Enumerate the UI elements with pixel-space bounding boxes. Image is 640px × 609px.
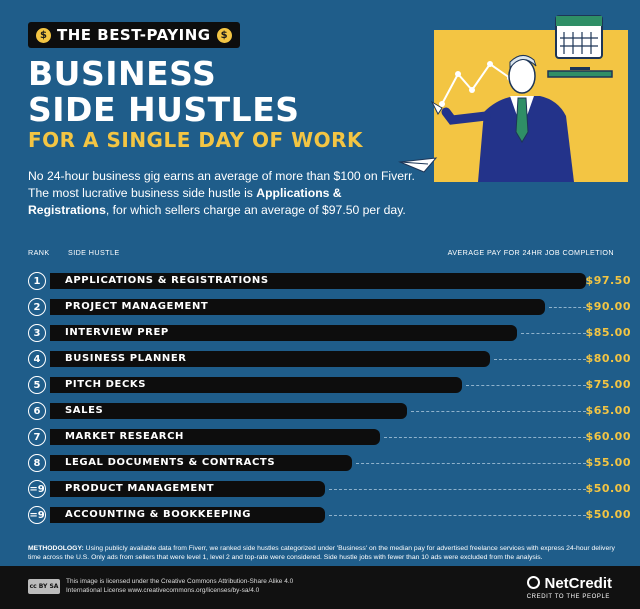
title-line-3: FOR A SINGLE DAY OF WORK (28, 128, 364, 152)
leader-line (494, 359, 586, 360)
bar (50, 429, 380, 445)
bar (50, 299, 545, 315)
bar (50, 455, 352, 471)
title-line-1: BUSINESS (28, 54, 217, 93)
rank-badge: 5 (28, 376, 46, 394)
rank-badge: 1 (28, 272, 46, 290)
intro-highlight: Applications & Registrations (28, 186, 342, 217)
category-label: PROJECT MANAGEMENT (65, 301, 209, 312)
presenter-illustration (398, 15, 628, 182)
value-label: $85.00 (585, 326, 631, 339)
rank-badge: =9 (28, 506, 46, 524)
bar-row: 7 MARKET RESEARCH $60.00 (28, 428, 631, 448)
column-header-hustle: SIDE HUSTLE (68, 248, 120, 257)
bar (50, 273, 586, 289)
leader-line (384, 437, 586, 438)
brand-name: NetCredit (544, 575, 612, 592)
bar (50, 481, 325, 497)
bar-row: 1 APPLICATIONS & REGISTRATIONS $97.50 (28, 272, 631, 292)
category-label: SALES (65, 405, 104, 416)
bar-row: 5 PITCH DECKS $75.00 (28, 376, 631, 396)
bar-row: =9 PRODUCT MANAGEMENT $50.00 (28, 480, 631, 500)
presenter-icon (430, 55, 574, 182)
leader-line (329, 489, 586, 490)
value-label: $80.00 (585, 352, 631, 365)
bar-row: 8 LEGAL DOCUMENTS & CONTRACTS $55.00 (28, 454, 631, 474)
value-label: $97.50 (585, 274, 631, 287)
methodology-note: METHODOLOGY: Using publicly available da… (28, 545, 615, 561)
value-label: $75.00 (585, 378, 631, 391)
paper-airplane-icon (398, 157, 438, 173)
leader-line (356, 463, 586, 464)
calendar-icon (547, 15, 613, 78)
rank-badge: 7 (28, 428, 46, 446)
rank-badge: 2 (28, 298, 46, 316)
bar (50, 325, 517, 341)
category-label: ACCOUNTING & BOOKKEEPING (65, 509, 252, 520)
bar (50, 377, 462, 393)
value-label: $60.00 (585, 430, 631, 443)
bar (50, 507, 325, 523)
bar-row: 2 PROJECT MANAGEMENT $90.00 (28, 298, 631, 318)
tagline-banner: $ THE BEST-PAYING $ (28, 22, 240, 48)
tagline: THE BEST-PAYING (57, 26, 211, 44)
category-label: PRODUCT MANAGEMENT (65, 483, 215, 494)
leader-line (466, 385, 586, 386)
category-label: MARKET RESEARCH (65, 431, 184, 442)
methodology-label: METHODOLOGY: (28, 545, 84, 552)
category-label: INTERVIEW PREP (65, 327, 169, 338)
value-label: $55.00 (585, 456, 631, 469)
value-label: $90.00 (585, 300, 631, 313)
column-header-rank: RANK (28, 248, 50, 257)
rank-badge: 4 (28, 350, 46, 368)
leader-line (521, 333, 586, 334)
value-label: $65.00 (585, 404, 631, 417)
bar-row: 4 BUSINESS PLANNER $80.00 (28, 350, 631, 370)
bar (50, 351, 490, 367)
value-label: $50.00 (585, 508, 631, 521)
category-label: BUSINESS PLANNER (65, 353, 187, 364)
bar-row: 3 INTERVIEW PREP $85.00 (28, 324, 631, 344)
column-header-pay: AVERAGE PAY FOR 24HR JOB COMPLETION (447, 248, 614, 257)
title-line-2: SIDE HUSTLES (28, 90, 300, 129)
license-text: This image is licensed under the Creativ… (66, 578, 294, 594)
dollar-coin-icon: $ (216, 27, 232, 43)
brand-logo: NetCredit (527, 575, 612, 592)
creative-commons-icon: cc BY SA (28, 579, 60, 594)
rank-badge: 3 (28, 324, 46, 342)
leader-line (549, 307, 586, 308)
bar-row: 6 SALES $65.00 (28, 402, 631, 422)
leader-line (411, 411, 586, 412)
intro-text: No 24-hour business gig earns an average… (28, 169, 415, 217)
leader-line (329, 515, 586, 516)
rank-badge: =9 (28, 480, 46, 498)
rank-badge: 8 (28, 454, 46, 472)
brand-tagline: CREDIT TO THE PEOPLE (526, 594, 610, 600)
category-label: APPLICATIONS & REGISTRATIONS (65, 275, 269, 286)
bar-row: =9 ACCOUNTING & BOOKKEEPING $50.00 (28, 506, 631, 526)
netcredit-logo-icon (527, 576, 541, 589)
bar (50, 403, 407, 419)
value-label: $50.00 (585, 482, 631, 495)
footer: cc BY SA This image is licensed under th… (0, 566, 640, 609)
category-label: PITCH DECKS (65, 379, 147, 390)
dollar-coin-icon: $ (36, 27, 51, 43)
rank-badge: 6 (28, 402, 46, 420)
category-label: LEGAL DOCUMENTS & CONTRACTS (65, 457, 276, 468)
